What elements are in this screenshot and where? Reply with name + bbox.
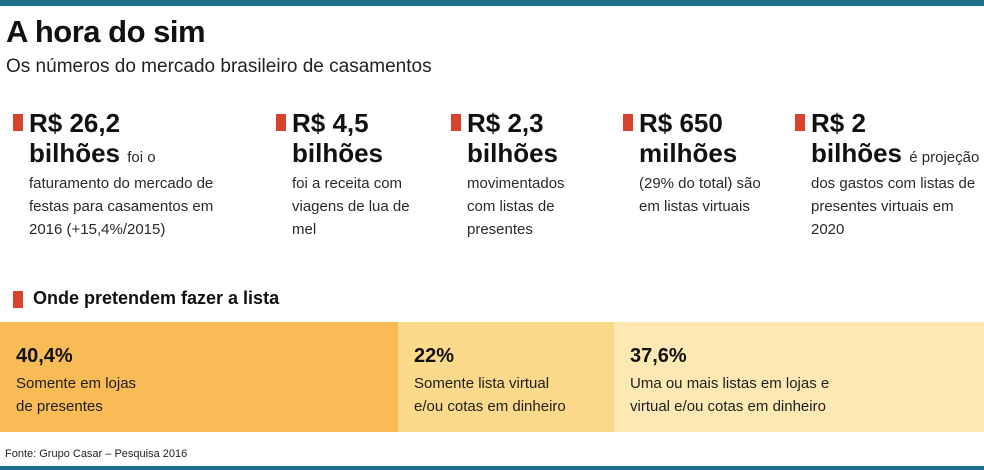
stat-desc: faturamento do mercado de festas para ca…: [29, 175, 214, 238]
stat-desc: foi a receita com viagens de lua de mel: [292, 175, 410, 238]
stat-unit: bilhões: [467, 138, 559, 168]
bar-segment-2: 22% Somente lista virtual e/ou cotas em d…: [398, 322, 614, 432]
top-rule: [0, 0, 984, 6]
bottom-rule: [0, 466, 984, 470]
bar-value-label: 40,4%: [16, 345, 73, 367]
source-note: Fonte: Grupo Casar – Pesquisa 2016: [5, 448, 188, 460]
bar-segment-1: 40,4% Somente em lojas de presentes: [0, 322, 398, 432]
stacked-bar-chart: 40,4% Somente em lojas de presentes 22% Som…: [0, 322, 984, 432]
stat-marker: [451, 114, 461, 131]
stat-value: R$ 2: [811, 108, 866, 138]
stat-unit-word: bilhões: [29, 138, 121, 168]
stat-desc-inline: foi o: [127, 149, 156, 166]
stat-unit: bilhões foi o: [29, 138, 156, 173]
bar-category-label: Somente em lojas de presentes: [16, 375, 137, 415]
stat-unit: bilhões é projeção: [811, 138, 979, 173]
stats-row: R$ 26,2 bilhões foi o faturamento do mer…: [0, 108, 984, 258]
stat-value: R$ 2,3: [467, 108, 544, 138]
section-title: Onde pretendem fazer a lista: [33, 288, 280, 308]
bar-value-label: 37,6%: [630, 345, 687, 367]
stat-unit: milhões: [639, 138, 738, 168]
stat-value: R$ 26,2: [29, 108, 121, 138]
stat-unit-word: bilhões: [811, 138, 903, 168]
stat-desc: (29% do total) são em listas virtuais: [639, 175, 761, 215]
stat-desc: dos gastos com listas de presentes virtu…: [811, 175, 976, 238]
stat-desc-inline: é projeção: [909, 149, 980, 166]
section-marker: [13, 291, 23, 308]
stat-unit: bilhões: [292, 138, 384, 168]
stat-value: R$ 4,5: [292, 108, 369, 138]
bar-segment-3: 37,6% Uma ou mais listas em lojas e virtu…: [614, 322, 984, 432]
bar-category-label: Somente lista virtual e/ou cotas em dinh…: [414, 375, 566, 415]
page-title: A hora do sim: [6, 14, 206, 49]
bar-value-label: 22%: [414, 345, 455, 367]
stat-marker: [795, 114, 805, 131]
page-subtitle: Os números do mercado brasileiro de casa…: [6, 56, 432, 77]
stat-value: R$ 650: [639, 108, 723, 138]
stat-desc: movimentados com listas de presentes: [467, 175, 565, 238]
bar-category-label: Uma ou mais listas em lojas e virtual e/…: [630, 375, 830, 415]
stat-marker: [623, 114, 633, 131]
stat-marker: [13, 114, 23, 131]
stat-marker: [276, 114, 286, 131]
